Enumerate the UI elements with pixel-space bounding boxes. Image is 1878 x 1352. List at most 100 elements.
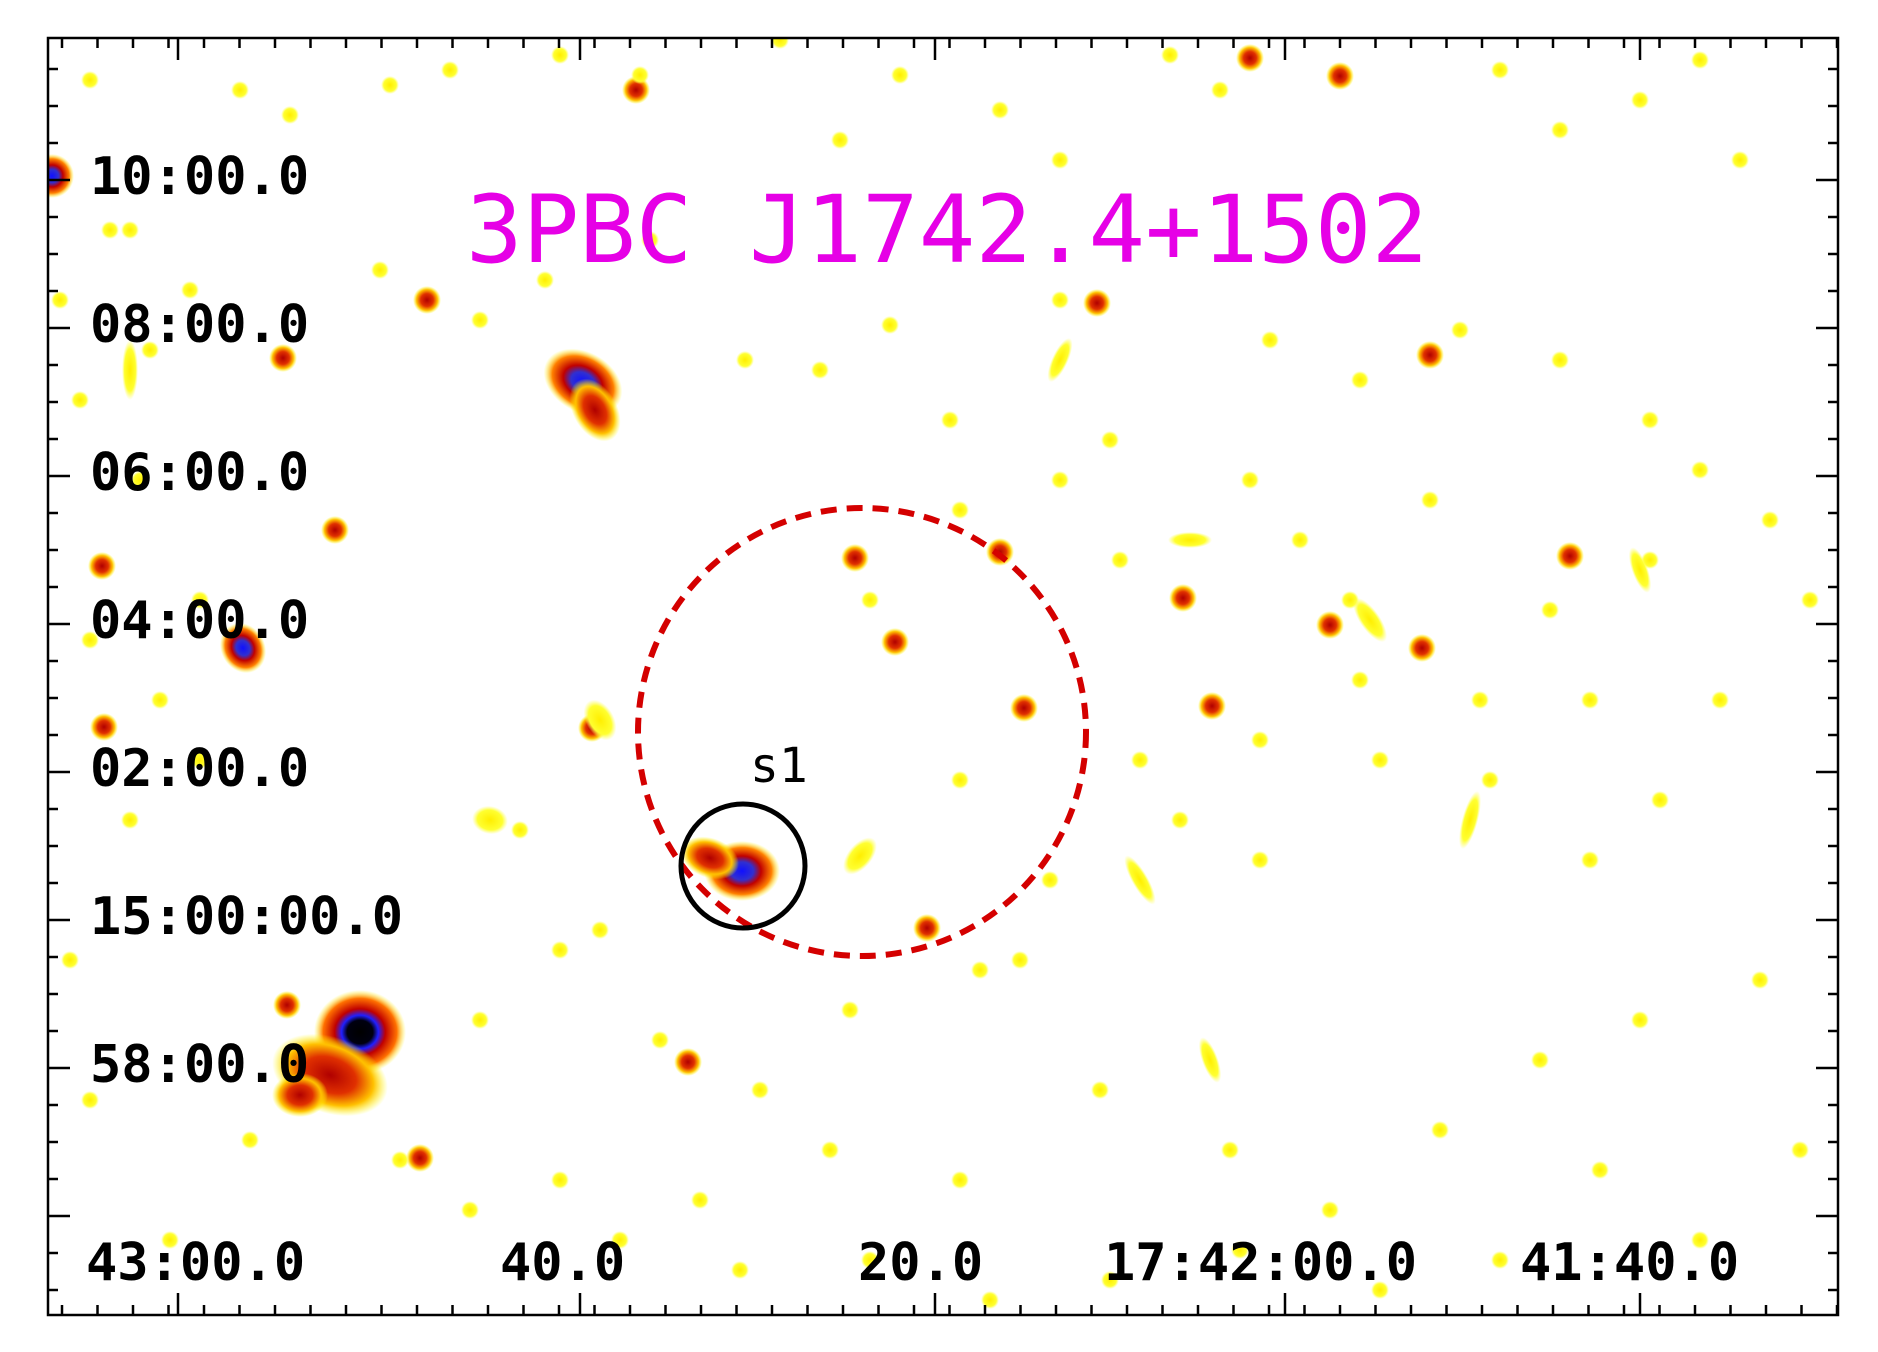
map-blob — [1421, 491, 1439, 509]
map-blob — [736, 351, 754, 369]
map-blob — [151, 691, 169, 709]
dec-label: 04:00.0 — [90, 591, 309, 651]
map-blob — [71, 391, 89, 409]
map-blob — [219, 622, 267, 674]
map-blob — [1459, 790, 1481, 850]
map-blob — [1316, 611, 1344, 639]
map-blob — [1131, 751, 1149, 769]
map-blob — [1731, 151, 1749, 169]
map-blob — [413, 286, 441, 314]
map-blob — [1541, 601, 1559, 619]
map-blob — [1491, 61, 1509, 79]
map-blob — [1371, 1281, 1389, 1299]
map-blob — [680, 836, 740, 880]
map-blob — [971, 961, 989, 979]
map-blob — [1251, 851, 1269, 869]
map-blob — [771, 38, 789, 49]
map-blob — [591, 921, 609, 939]
dec-label: 10:00.0 — [90, 147, 309, 207]
map-blob — [611, 1231, 629, 1249]
map-blob — [981, 1291, 999, 1309]
map-blob — [1591, 1161, 1609, 1179]
map-blob — [1211, 81, 1229, 99]
map-blob — [1051, 151, 1069, 169]
map-blob — [1236, 44, 1264, 72]
map-blob — [371, 261, 389, 279]
map-blob — [1431, 1121, 1449, 1139]
map-blob — [81, 71, 99, 89]
map-blob — [1791, 1141, 1809, 1159]
map-blob — [381, 76, 399, 94]
map-blob — [1101, 431, 1119, 449]
map-blob — [101, 221, 119, 239]
map-blob — [1801, 591, 1819, 609]
map-blob — [1581, 851, 1599, 869]
map-blob — [1711, 691, 1729, 709]
map-blob — [1691, 51, 1709, 69]
map-blob — [90, 713, 118, 741]
map-blob — [131, 471, 149, 489]
plot-frame — [46, 36, 1840, 1317]
map-blob — [1352, 597, 1388, 643]
dec-label: 02:00.0 — [90, 739, 309, 799]
dec-label: 08:00.0 — [90, 295, 309, 355]
map-blob — [861, 1251, 879, 1269]
map-blob — [321, 516, 349, 544]
map-blob — [1416, 341, 1444, 369]
map-blob — [1451, 321, 1469, 339]
map-blob — [1241, 471, 1259, 489]
dec-label: 15:00:00.0 — [90, 887, 403, 947]
map-blob — [1171, 811, 1189, 829]
map-blob — [569, 378, 621, 442]
map-blob — [1251, 731, 1269, 749]
ra-label: 41:40.0 — [1520, 1233, 1739, 1293]
intensity-map — [48, 38, 1819, 1309]
ra-label: 40.0 — [500, 1233, 625, 1293]
map-blob — [1641, 411, 1659, 429]
map-blob — [583, 699, 617, 741]
map-blob — [1761, 511, 1779, 529]
map-blob — [536, 271, 554, 289]
map-blob — [1551, 351, 1569, 369]
map-blob — [1371, 751, 1389, 769]
map-blob — [441, 61, 459, 79]
map-blob — [1011, 951, 1029, 969]
map-blob — [991, 101, 1009, 119]
map-blob — [1471, 691, 1489, 709]
ra-label: 43:00.0 — [86, 1233, 305, 1293]
map-blob — [1261, 331, 1279, 349]
map-blob — [1161, 46, 1179, 64]
map-blob — [273, 991, 301, 1019]
map-blob — [391, 1151, 409, 1169]
map-blob — [1351, 671, 1369, 689]
map-blob — [821, 1141, 839, 1159]
map-blob — [1101, 1271, 1119, 1289]
map-blob — [1481, 771, 1499, 789]
map-blob — [843, 837, 877, 875]
dec-label: 58:00.0 — [90, 1035, 309, 1095]
map-blob — [1051, 471, 1069, 489]
map-blob — [841, 1001, 859, 1019]
map-blob — [461, 1201, 479, 1219]
map-blob — [751, 1081, 769, 1099]
map-blob — [181, 281, 199, 299]
map-blob — [1321, 1201, 1339, 1219]
map-blob — [191, 751, 209, 769]
map-blob — [231, 81, 249, 99]
ra-label: 20.0 — [858, 1233, 983, 1293]
map-blob — [141, 341, 159, 359]
map-blob — [1631, 91, 1649, 109]
map-blob — [674, 1048, 702, 1076]
map-blob — [1010, 694, 1038, 722]
map-blob — [471, 311, 489, 329]
map-blob — [511, 821, 529, 839]
map-blob — [1168, 532, 1212, 548]
map-blob — [51, 291, 69, 309]
map-blob — [1631, 1011, 1649, 1029]
map-blob — [1581, 691, 1599, 709]
map-blob — [551, 46, 569, 64]
map-blob — [1751, 971, 1769, 989]
map-blob — [631, 66, 649, 84]
map-blob — [913, 914, 941, 942]
